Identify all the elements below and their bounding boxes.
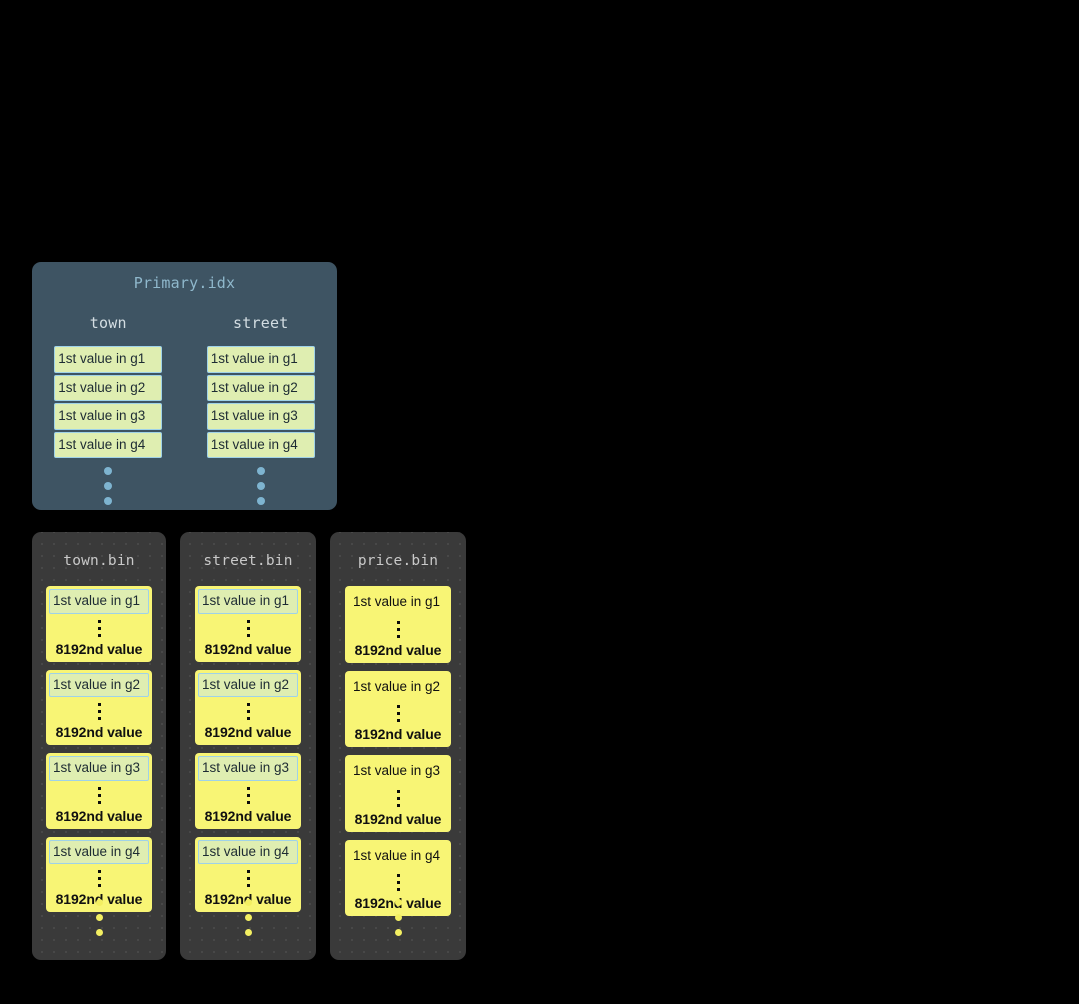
bin-groups: 1st value in g1 8192nd value 1st value i… bbox=[180, 586, 316, 912]
granule-first-value: 1st value in g1 bbox=[49, 589, 149, 614]
granule-last-value: 8192nd value bbox=[354, 726, 442, 742]
index-column-street: street 1st value in g1 1st value in g2 1… bbox=[185, 314, 338, 505]
granule-first-value: 1st value in g2 bbox=[353, 678, 441, 694]
bin-groups: 1st value in g1 8192nd value 1st value i… bbox=[330, 586, 466, 916]
vertical-ellipsis-icon bbox=[246, 703, 250, 720]
bin-groups: 1st value in g1 8192nd value 1st value i… bbox=[32, 586, 166, 912]
index-entry: 1st value in g4 bbox=[54, 431, 163, 458]
granule-last-value: 8192nd value bbox=[55, 640, 143, 657]
granule-first-value: 1st value in g4 bbox=[198, 839, 298, 864]
granule-block: 1st value in g3 8192nd value bbox=[345, 755, 451, 832]
vertical-ellipsis-icon bbox=[246, 619, 250, 637]
granule-first-value: 1st value in g4 bbox=[49, 839, 149, 864]
granule-last-value: 8192nd value bbox=[204, 807, 292, 824]
granule-last-value: 8192nd value bbox=[204, 640, 292, 657]
granule-block: 1st value in g1 8192nd value bbox=[195, 586, 301, 662]
primary-index-columns: town 1st value in g1 1st value in g2 1st… bbox=[32, 314, 337, 505]
index-column-header-town: town bbox=[89, 314, 127, 332]
granule-block: 1st value in g2 8192nd value bbox=[195, 669, 301, 745]
vertical-ellipsis-icon bbox=[246, 870, 250, 887]
bin-panel-title: street.bin bbox=[203, 553, 293, 569]
index-column-town: town 1st value in g1 1st value in g2 1st… bbox=[32, 314, 185, 505]
primary-index-title: Primary.idx bbox=[133, 274, 236, 292]
granule-first-value: 1st value in g3 bbox=[198, 756, 298, 781]
vertical-ellipsis-icon bbox=[97, 703, 101, 720]
index-entry: 1st value in g2 bbox=[206, 374, 315, 401]
primary-index-panel: Primary.idx town 1st value in g1 1st val… bbox=[32, 262, 337, 510]
granule-first-value: 1st value in g3 bbox=[49, 756, 149, 781]
granule-block: 1st value in g1 8192nd value bbox=[46, 586, 152, 662]
bin-panel-town: town.bin 1st value in g1 8192nd value 1s… bbox=[32, 532, 166, 960]
vertical-ellipsis-icon bbox=[256, 467, 265, 505]
vertical-ellipsis-icon bbox=[32, 899, 166, 936]
vertical-ellipsis-icon bbox=[97, 619, 101, 637]
vertical-ellipsis-icon bbox=[396, 705, 400, 722]
granule-last-value: 8192nd value bbox=[204, 724, 292, 740]
bin-panels-row: town.bin 1st value in g1 8192nd value 1s… bbox=[32, 532, 466, 960]
vertical-ellipsis-icon bbox=[97, 786, 101, 804]
granule-block: 1st value in g1 8192nd value bbox=[345, 586, 451, 663]
vertical-ellipsis-icon bbox=[330, 899, 466, 936]
granule-block: 1st value in g2 8192nd value bbox=[345, 670, 451, 747]
granule-last-value: 8192nd value bbox=[55, 807, 143, 824]
vertical-ellipsis-icon bbox=[246, 786, 250, 804]
granule-block: 1st value in g2 8192nd value bbox=[46, 669, 152, 745]
granule-first-value: 1st value in g1 bbox=[353, 594, 441, 609]
bin-panel-title: town.bin bbox=[63, 553, 135, 569]
index-entry: 1st value in g3 bbox=[54, 403, 163, 430]
index-entry: 1st value in g3 bbox=[206, 403, 315, 430]
index-column-header-street: street bbox=[233, 314, 289, 332]
vertical-ellipsis-icon bbox=[396, 789, 400, 807]
granule-last-value: 8192nd value bbox=[354, 810, 442, 827]
index-entry: 1st value in g2 bbox=[54, 374, 163, 401]
bin-panel-price: price.bin 1st value in g1 8192nd value 1… bbox=[330, 532, 466, 960]
granule-first-value: 1st value in g2 bbox=[49, 672, 149, 697]
index-entry: 1st value in g4 bbox=[206, 431, 315, 458]
vertical-ellipsis-icon bbox=[104, 467, 113, 505]
granule-last-value: 8192nd value bbox=[55, 724, 143, 740]
granule-first-value: 1st value in g3 bbox=[353, 763, 441, 778]
vertical-ellipsis-icon bbox=[396, 874, 400, 891]
bin-panel-title: price.bin bbox=[357, 553, 439, 569]
vertical-ellipsis-icon bbox=[180, 899, 316, 936]
granule-first-value: 1st value in g2 bbox=[198, 672, 298, 697]
granule-first-value: 1st value in g4 bbox=[353, 847, 441, 863]
granule-first-value: 1st value in g1 bbox=[198, 589, 298, 614]
bin-panel-street: street.bin 1st value in g1 8192nd value … bbox=[180, 532, 316, 960]
index-entry: 1st value in g1 bbox=[206, 346, 315, 373]
index-entry: 1st value in g1 bbox=[54, 346, 163, 373]
granule-last-value: 8192nd value bbox=[354, 641, 442, 658]
granule-block: 1st value in g3 8192nd value bbox=[195, 753, 301, 829]
vertical-ellipsis-icon bbox=[97, 870, 101, 887]
granule-block: 1st value in g3 8192nd value bbox=[46, 753, 152, 829]
vertical-ellipsis-icon bbox=[396, 620, 400, 638]
